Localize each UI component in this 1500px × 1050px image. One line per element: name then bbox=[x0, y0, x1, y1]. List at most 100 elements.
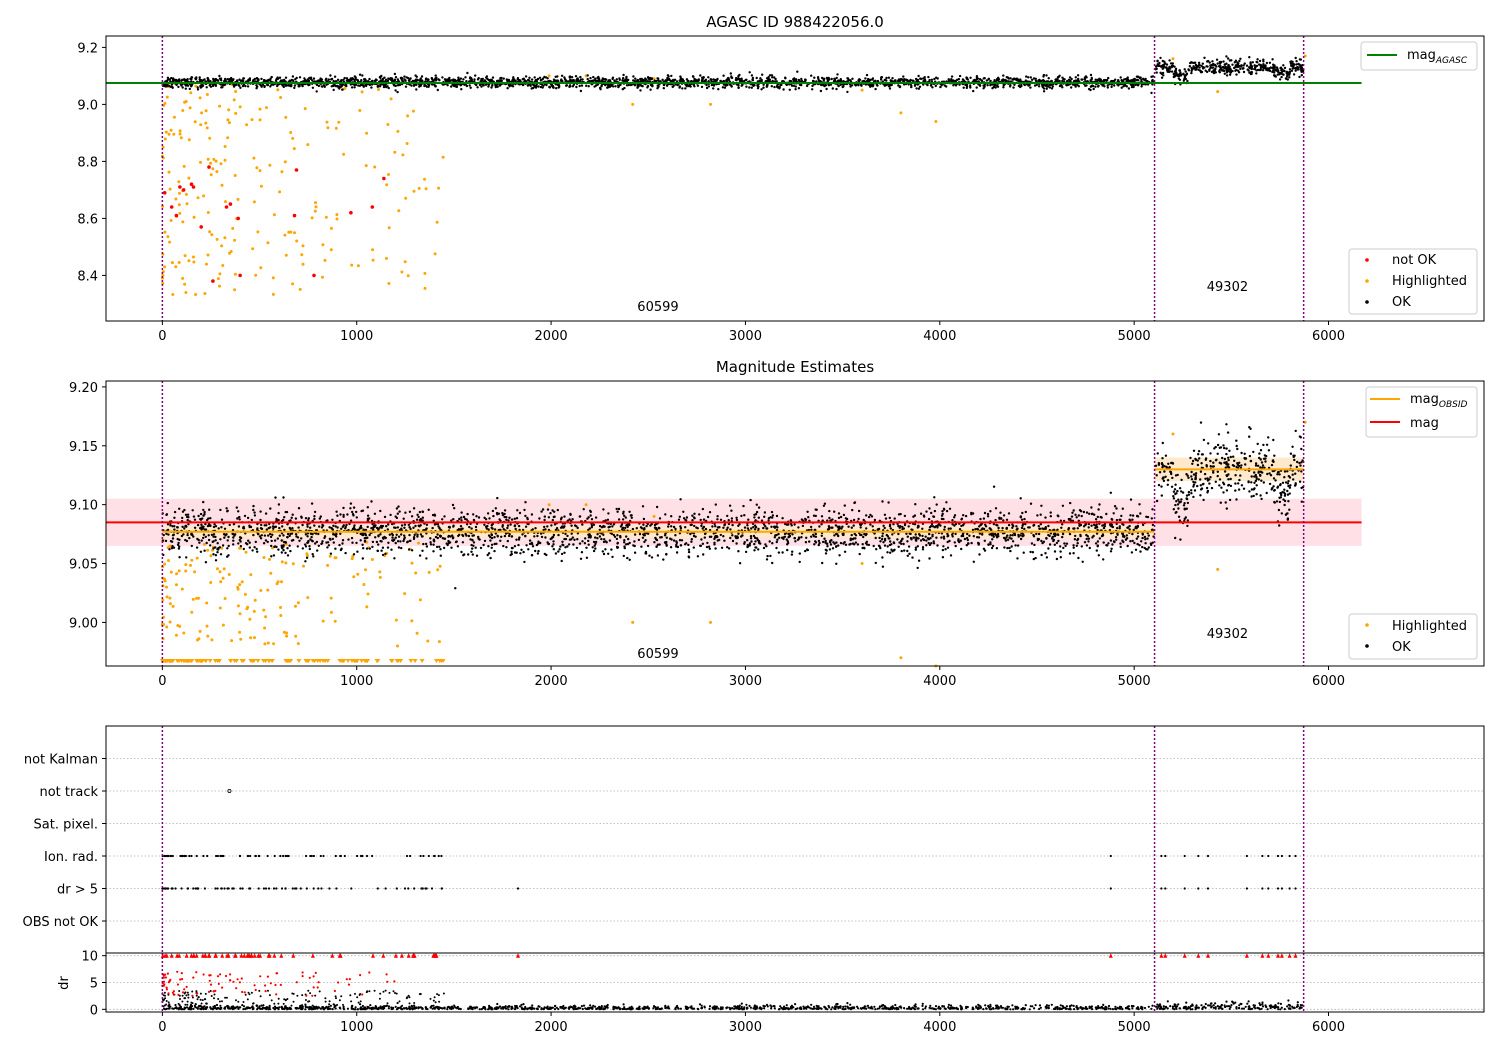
ok-point bbox=[378, 85, 382, 88]
ok-point bbox=[381, 546, 385, 549]
ok-point bbox=[689, 85, 692, 88]
ok-point bbox=[173, 528, 176, 531]
ok-point bbox=[1126, 76, 1129, 79]
ok-point bbox=[935, 536, 938, 539]
ok-point bbox=[1285, 77, 1288, 81]
highlighted-point bbox=[189, 563, 192, 567]
ok-point bbox=[389, 77, 393, 80]
highlighted-point bbox=[238, 612, 242, 616]
ok-point bbox=[250, 518, 253, 522]
ok-point bbox=[902, 79, 905, 83]
ok-point bbox=[311, 86, 315, 90]
ok-point bbox=[1285, 70, 1289, 74]
y-tick-label: 8.8 bbox=[77, 155, 98, 170]
ok-point bbox=[554, 552, 558, 555]
ok-point bbox=[751, 79, 755, 82]
ok-point bbox=[972, 79, 975, 82]
ok-point bbox=[552, 548, 555, 551]
ok-point bbox=[667, 75, 670, 78]
ok-point bbox=[813, 543, 816, 546]
ok-point bbox=[191, 509, 194, 512]
ok-point bbox=[1097, 84, 1100, 87]
ok-point bbox=[196, 88, 200, 91]
ok-point bbox=[351, 510, 354, 514]
ok-point bbox=[948, 507, 952, 510]
ok-point bbox=[574, 75, 578, 78]
ok-point bbox=[649, 88, 652, 91]
ok-point bbox=[1250, 67, 1254, 70]
ok-point bbox=[530, 78, 534, 81]
highlighted-point bbox=[280, 170, 284, 174]
ok-point bbox=[722, 74, 725, 77]
ok-point bbox=[1268, 61, 1272, 64]
ok-point bbox=[1105, 78, 1109, 82]
ok-point bbox=[585, 556, 589, 559]
ok-point bbox=[268, 78, 272, 82]
ok-point bbox=[176, 526, 179, 529]
highlighted-point bbox=[934, 120, 938, 123]
highlighted-point bbox=[335, 217, 339, 221]
highlighted-point bbox=[223, 145, 227, 148]
ok-point bbox=[361, 557, 364, 560]
ok-point bbox=[1085, 76, 1088, 79]
ok-point bbox=[190, 85, 193, 88]
highlighted-point bbox=[249, 573, 253, 577]
ok-point bbox=[514, 527, 517, 531]
highlighted-point bbox=[263, 626, 267, 630]
ok-point bbox=[515, 551, 518, 554]
highlighted-point bbox=[172, 132, 176, 136]
ok-point bbox=[717, 88, 720, 91]
ok-point bbox=[604, 78, 607, 81]
ok-point bbox=[1009, 77, 1012, 80]
highlighted-point bbox=[215, 170, 219, 174]
ok-point bbox=[1192, 65, 1195, 68]
highlighted-point bbox=[228, 251, 231, 255]
ok-point bbox=[817, 77, 820, 81]
ok-point bbox=[852, 518, 856, 522]
ok-point bbox=[623, 541, 626, 544]
ok-point bbox=[864, 77, 867, 80]
ok-point bbox=[642, 517, 646, 521]
ok-point bbox=[762, 83, 765, 87]
ok-point bbox=[958, 528, 962, 531]
ok-point bbox=[828, 516, 831, 520]
ok-point bbox=[447, 539, 450, 543]
ok-point bbox=[912, 79, 915, 83]
highlighted-point bbox=[233, 174, 237, 177]
ok-point bbox=[298, 539, 301, 542]
ok-point bbox=[313, 515, 316, 518]
highlighted-point bbox=[187, 259, 191, 263]
highlighted-point bbox=[168, 620, 172, 624]
ok-point bbox=[613, 535, 617, 538]
ok-point bbox=[415, 518, 419, 521]
ok-point bbox=[1226, 66, 1229, 70]
highlighted-point bbox=[294, 634, 298, 638]
ok-point bbox=[351, 541, 354, 544]
ok-point bbox=[226, 539, 229, 542]
highlighted-point bbox=[205, 624, 209, 628]
ok-point bbox=[1197, 61, 1201, 64]
ok-point bbox=[555, 87, 558, 90]
ok-point bbox=[381, 553, 385, 557]
highlighted-point bbox=[401, 153, 405, 157]
ok-point bbox=[661, 78, 664, 82]
ok-point bbox=[1233, 61, 1237, 64]
highlighted-point bbox=[365, 131, 369, 135]
ok-point bbox=[1085, 84, 1088, 87]
ok-point bbox=[241, 84, 245, 88]
ok-point bbox=[538, 76, 542, 80]
ok-point bbox=[412, 526, 415, 529]
highlighted-point bbox=[387, 226, 391, 230]
ok-point bbox=[1076, 527, 1080, 530]
ok-point bbox=[793, 523, 796, 526]
ok-point bbox=[485, 75, 489, 78]
ok-point bbox=[1065, 542, 1069, 545]
ok-point bbox=[869, 523, 872, 526]
ok-point bbox=[1072, 509, 1075, 512]
highlighted-point bbox=[435, 220, 439, 224]
not-ok-point bbox=[349, 210, 353, 215]
ok-point bbox=[541, 86, 544, 89]
ok-point bbox=[675, 551, 679, 554]
highlighted-point bbox=[223, 597, 227, 600]
ok-point bbox=[1113, 79, 1116, 83]
